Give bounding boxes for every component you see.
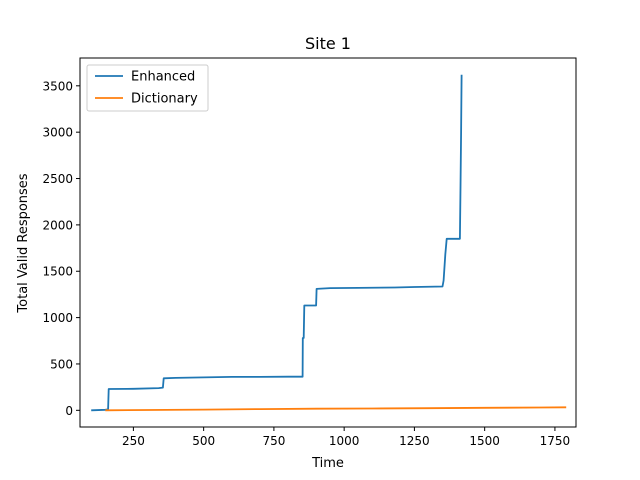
x-axis-ticks: 250 500 750 1000 1250 1500 1750 bbox=[122, 427, 570, 448]
series-line-dictionary bbox=[105, 406, 567, 412]
y-tick-label: 2500 bbox=[42, 172, 73, 186]
legend-label-dictionary: Dictionary bbox=[131, 92, 198, 107]
legend-label-enhanced: Enhanced bbox=[131, 70, 195, 85]
y-tick-label: 2000 bbox=[42, 218, 73, 232]
y-tick-label: 500 bbox=[50, 357, 73, 371]
x-tick-label: 250 bbox=[122, 434, 145, 448]
y-axis-ticks: 0 500 1000 1500 2000 2500 3000 3500 bbox=[42, 79, 80, 418]
x-tick-label: 750 bbox=[262, 434, 285, 448]
legend: Enhanced Dictionary bbox=[86, 64, 209, 112]
x-tick-label: 1500 bbox=[469, 434, 500, 448]
series-layer bbox=[91, 74, 567, 412]
x-tick-label: 500 bbox=[192, 434, 215, 448]
y-axis-title: Total Valid Responses bbox=[16, 173, 31, 313]
x-tick-label: 1000 bbox=[329, 434, 360, 448]
series-line-enhanced bbox=[91, 74, 463, 412]
y-tick-label: 3000 bbox=[42, 126, 73, 140]
plot-area-frame bbox=[79, 57, 577, 428]
x-tick-label: 1250 bbox=[399, 434, 430, 448]
x-tick-label: 1750 bbox=[540, 434, 571, 448]
y-tick-label: 0 bbox=[65, 404, 73, 418]
x-axis-title: Time bbox=[311, 456, 344, 471]
y-tick-label: 1000 bbox=[42, 311, 73, 325]
chart-title: Site 1 bbox=[305, 34, 351, 53]
y-tick-label: 3500 bbox=[42, 79, 73, 93]
y-tick-label: 1500 bbox=[42, 265, 73, 279]
